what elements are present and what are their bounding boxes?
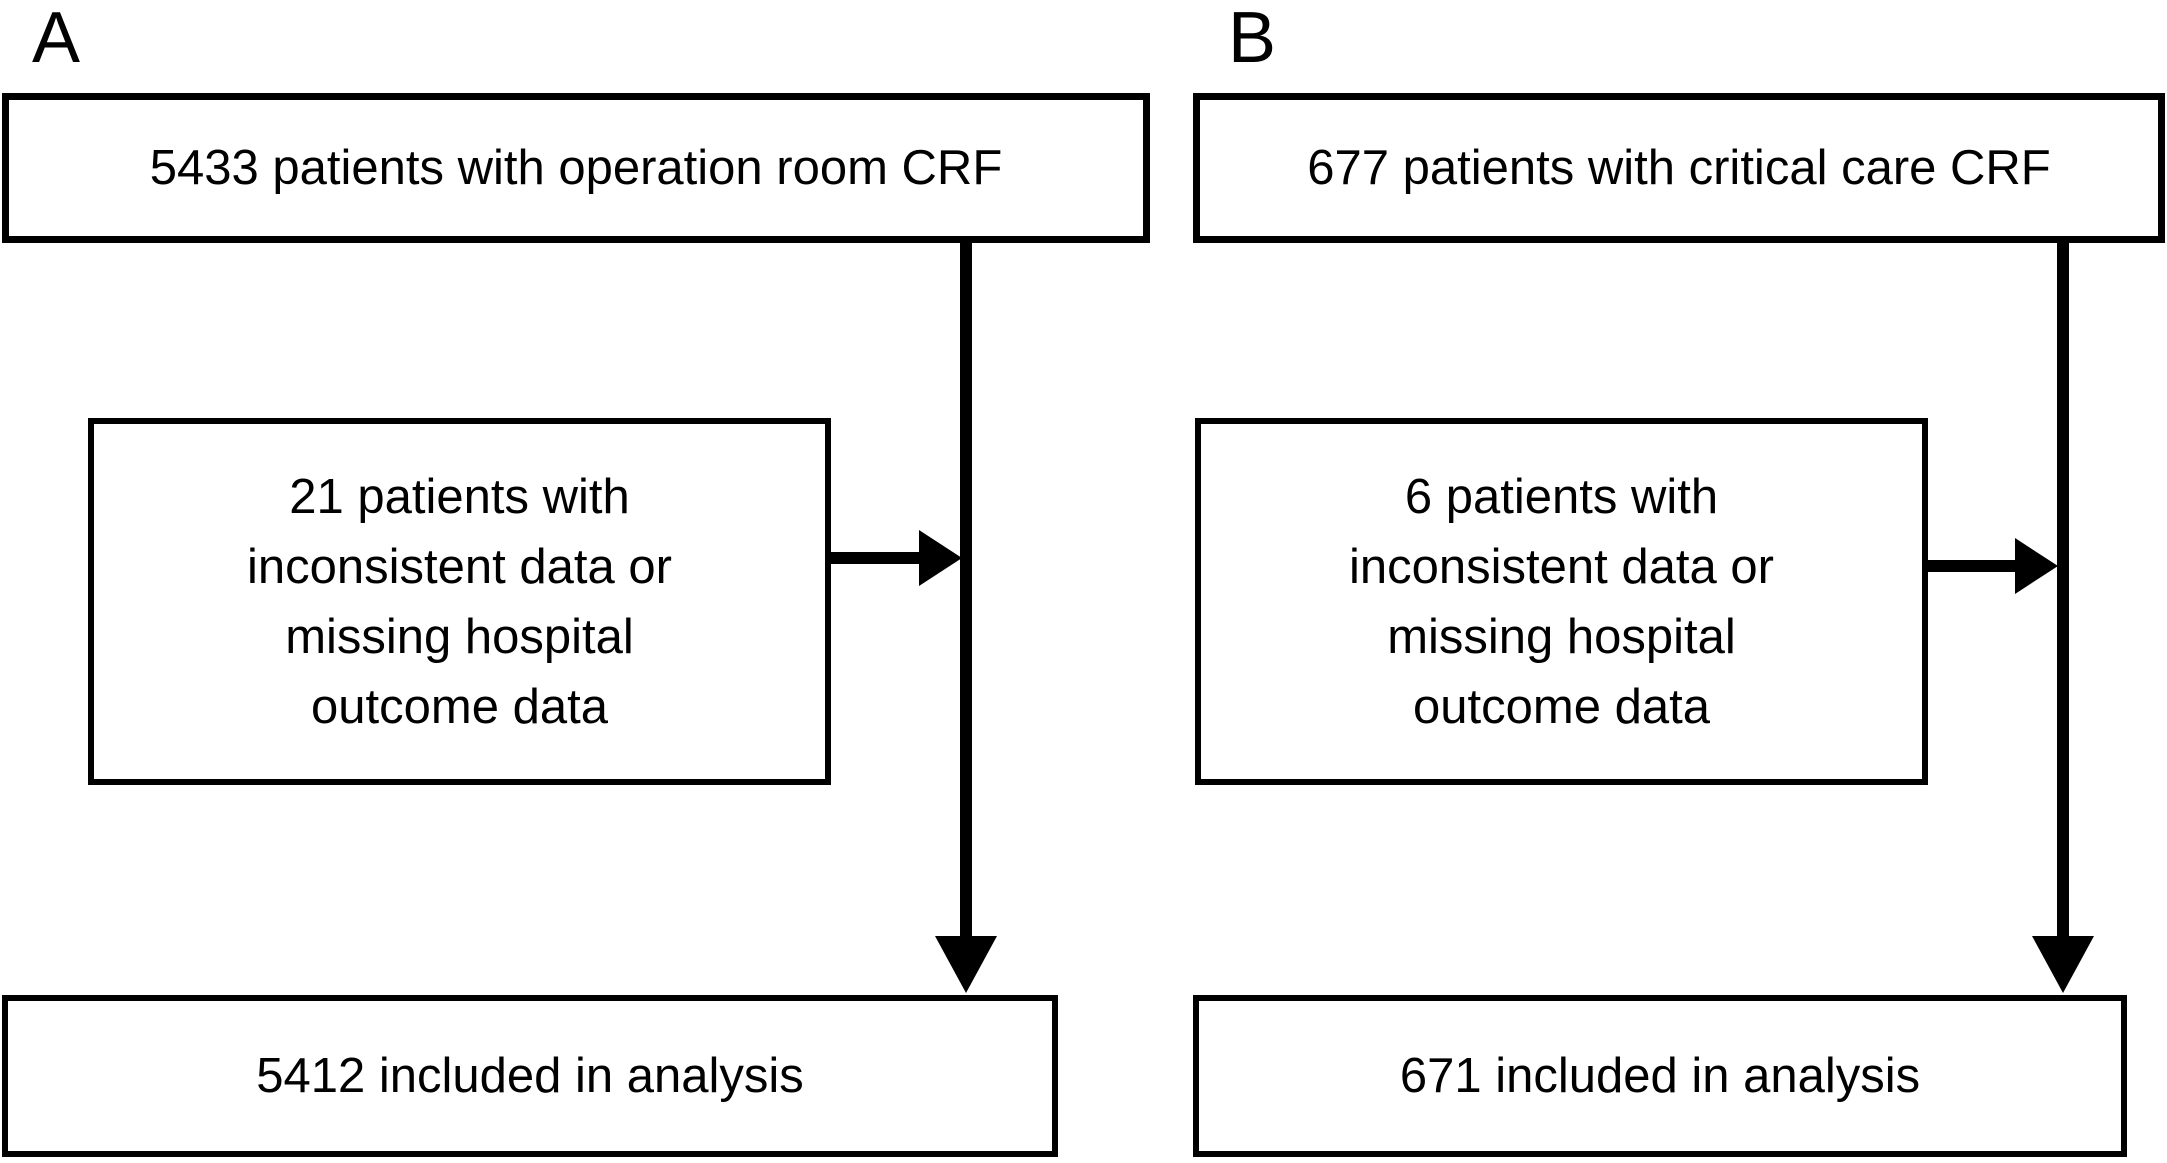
panel-a-exclusion-box: 21 patients with inconsistent data or mi…	[88, 418, 831, 785]
panel-a-exclusion-line-2: inconsistent data or	[247, 539, 672, 594]
panel-b-exclusion-box: 6 patients with inconsistent data or mis…	[1195, 418, 1928, 785]
panel-a-source-text: 5433 patients with operation room CRF	[149, 141, 1003, 195]
panel-b-right-arrow-shaft	[1926, 560, 2022, 572]
panel-a-included-box: 5412 included in analysis	[2, 995, 1058, 1157]
panel-a-right-arrow-shaft	[830, 552, 926, 564]
panel-b-right-arrow-head-icon	[2015, 538, 2058, 594]
panel-a-right-arrow-head-icon	[919, 530, 962, 586]
panel-a-down-arrow-shaft	[960, 243, 972, 943]
panel-b-included-box: 671 included in analysis	[1193, 995, 2127, 1157]
panel-a-exclusion-line-3: missing hospital	[285, 609, 634, 664]
panel-b-included-text: 671 included in analysis	[1399, 1049, 1921, 1103]
panel-a-down-arrow-head-icon	[935, 936, 997, 993]
panel-b-source-text: 677 patients with critical care CRF	[1307, 141, 2051, 195]
panel-b-down-arrow-shaft	[2057, 243, 2069, 943]
panel-b-exclusion-line-4: outcome data	[1413, 679, 1710, 734]
panel-b-exclusion-text: 6 patients with inconsistent data or mis…	[1349, 462, 1774, 742]
panel-b-exclusion-line-3: missing hospital	[1387, 609, 1736, 664]
panel-a-exclusion-line-4: outcome data	[311, 679, 608, 734]
panel-a-label: A	[32, 0, 81, 78]
panel-a-included-text: 5412 included in analysis	[256, 1049, 804, 1103]
panel-b-exclusion-line-2: inconsistent data or	[1349, 539, 1774, 594]
panel-b-source-box: 677 patients with critical care CRF	[1193, 93, 2165, 243]
panel-b-exclusion-line-1: 6 patients with	[1404, 469, 1719, 524]
panel-a-exclusion-text: 21 patients with inconsistent data or mi…	[247, 462, 672, 742]
panel-b-down-arrow-head-icon	[2032, 936, 2094, 993]
panel-b-label: B	[1228, 0, 1277, 78]
panel-a-exclusion-line-1: 21 patients with	[289, 469, 630, 524]
panel-a-source-box: 5433 patients with operation room CRF	[2, 93, 1150, 243]
